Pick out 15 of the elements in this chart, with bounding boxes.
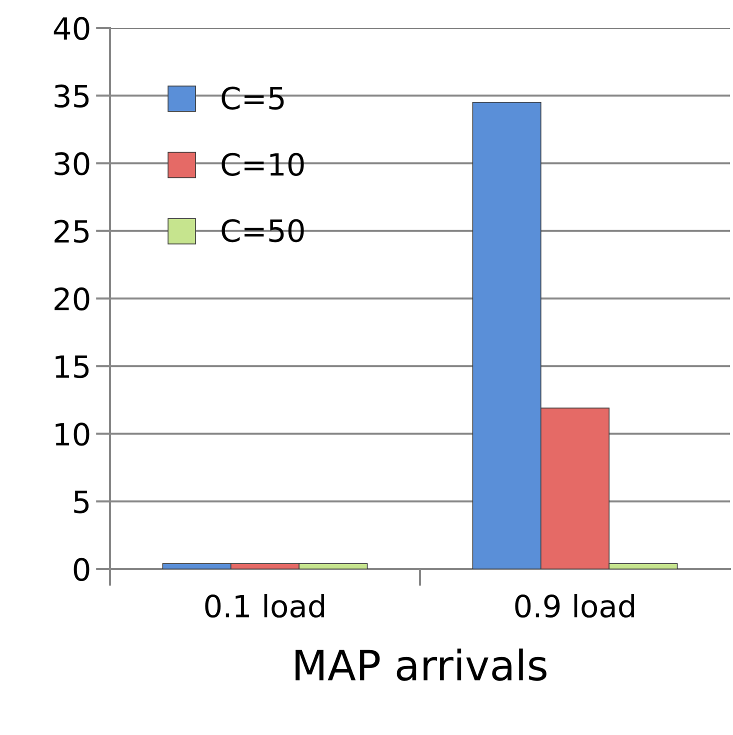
y-tick-label: 5 [74, 490, 89, 514]
y-tick-label: 25 [54, 220, 89, 243]
y-tick-label: 35 [54, 84, 89, 108]
legend-label: C=10 [222, 152, 304, 176]
y-tick-label: 10 [56, 422, 90, 446]
y-tick-label: 0 [74, 558, 90, 582]
legend-label: C=50 [222, 219, 304, 242]
x-axis-title: MAP arrivals [296, 648, 546, 681]
y-tick-label: 15 [56, 355, 89, 378]
x-tick-label: 0.1 load [205, 594, 324, 618]
y-tick-label: 30 [54, 152, 90, 176]
legend-label: C=5 [222, 86, 284, 110]
y-tick-label: 20 [54, 287, 90, 311]
x-tick-label: 0.9 load [515, 594, 634, 618]
y-tick-label: 40 [54, 16, 90, 40]
